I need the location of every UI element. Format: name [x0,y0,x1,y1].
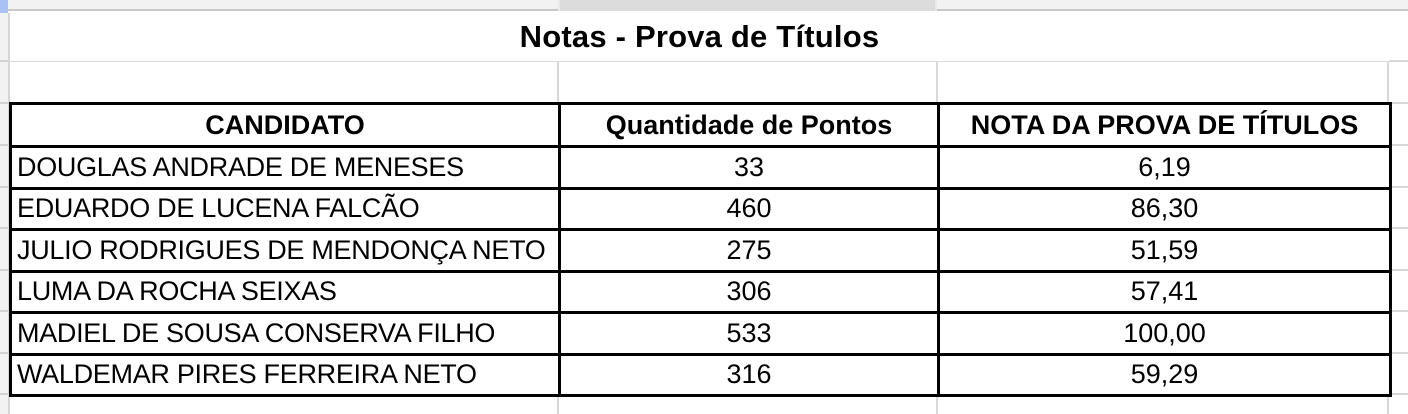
candidato-cell[interactable]: WALDEMAR PIRES FERREIRA NETO [9,352,561,397]
gridline [1389,352,1408,354]
gridline [1387,394,1389,414]
row-strip-divider [0,310,8,312]
row-strip-divider [0,227,8,229]
header-cell-pontos[interactable]: Quantidade de Pontos [558,102,940,148]
gridline [557,394,559,414]
pontos-cell[interactable]: 533 [558,311,940,356]
row-strip-divider [0,186,8,188]
nota-cell[interactable]: 59,29 [937,352,1392,397]
pontos-cell[interactable]: 306 [558,269,940,314]
row-strip-divider [0,102,8,104]
row-header-strip[interactable] [0,13,8,414]
gridline [557,62,559,102]
nota-cell[interactable]: 57,41 [937,269,1392,314]
sheet-title-cell[interactable]: Notas - Prova de Títulos [10,13,1389,61]
table-row: DOUGLAS ANDRADE DE MENESES 33 6,19 [9,145,1392,190]
gridline [1389,144,1408,146]
gridline [1389,310,1408,312]
row-strip-divider [0,60,8,62]
pontos-cell[interactable]: 33 [558,145,940,190]
table-row: EDUARDO DE LUCENA FALCÃO 460 86,30 [9,186,1392,231]
column-header-strip[interactable] [0,0,1408,11]
nota-cell[interactable]: 86,30 [937,186,1392,231]
header-cell-candidato[interactable]: CANDIDATO [9,102,561,148]
gridline [1389,269,1408,271]
candidato-cell[interactable]: MADIEL DE SOUSA CONSERVA FILHO [9,311,561,356]
header-cell-nota[interactable]: NOTA DA PROVA DE TÍTULOS [937,102,1392,148]
table-row: LUMA DA ROCHA SEIXAS 306 57,41 [9,269,1392,314]
table-row: MADIEL DE SOUSA CONSERVA FILHO 533 100,0… [9,311,1392,356]
nota-cell[interactable]: 6,19 [937,145,1392,190]
gridline [1389,186,1408,188]
pontos-cell[interactable]: 275 [558,228,940,273]
column-header-selected-segment[interactable] [558,0,937,11]
candidato-cell[interactable]: EDUARDO DE LUCENA FALCÃO [9,186,561,231]
candidato-cell[interactable]: LUMA DA ROCHA SEIXAS [9,269,561,314]
gridline [9,60,1408,62]
table-row: WALDEMAR PIRES FERREIRA NETO 316 59,29 [9,352,1392,397]
gridline [1389,102,1408,104]
candidato-cell[interactable]: JULIO RODRIGUES DE MENDONÇA NETO [9,228,561,273]
gridline [1389,393,1408,395]
scores-table: CANDIDATO Quantidade de Pontos NOTA DA P… [9,102,1392,397]
pontos-cell[interactable]: 316 [558,352,940,397]
pontos-cell[interactable]: 460 [558,186,940,231]
candidato-cell[interactable]: DOUGLAS ANDRADE DE MENESES [9,145,561,190]
row-strip-divider [0,269,8,271]
table-header-row: CANDIDATO Quantidade de Pontos NOTA DA P… [9,102,1392,148]
row-header-selection-corner[interactable] [0,0,8,13]
row-strip-divider [0,393,8,395]
nota-cell[interactable]: 51,59 [937,228,1392,273]
row-strip-divider [0,352,8,354]
gridline [1389,227,1408,229]
nota-cell[interactable]: 100,00 [937,311,1392,356]
gridline [936,394,938,414]
gridline [936,62,938,102]
sheet-title: Notas - Prova de Títulos [519,19,880,54]
table-row: JULIO RODRIGUES DE MENDONÇA NETO 275 51,… [9,228,1392,273]
row-strip-divider [0,144,8,146]
